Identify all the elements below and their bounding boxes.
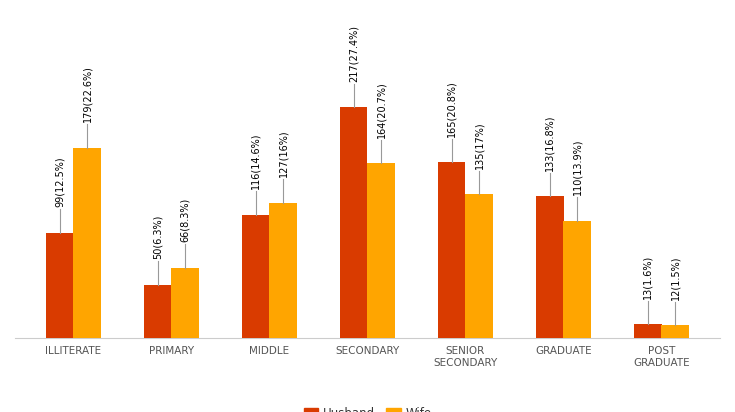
Bar — [634, 324, 662, 338]
Text: 135(17%): 135(17%) — [474, 121, 484, 169]
Text: 66(8.3%): 66(8.3%) — [180, 198, 190, 242]
Bar — [74, 147, 101, 338]
Bar — [340, 107, 368, 338]
Text: 217(27.4%): 217(27.4%) — [349, 25, 359, 82]
Text: 116(14.6%): 116(14.6%) — [251, 133, 261, 189]
Text: 50(6.3%): 50(6.3%) — [153, 215, 162, 259]
Bar — [438, 162, 465, 338]
Text: 133(16.8%): 133(16.8%) — [545, 115, 555, 171]
Bar — [465, 194, 493, 338]
Bar — [564, 221, 591, 338]
Text: 99(12.5%): 99(12.5%) — [55, 157, 65, 207]
Bar — [242, 215, 270, 338]
Text: 12(1.5%): 12(1.5%) — [670, 255, 680, 300]
Text: 127(16%): 127(16%) — [279, 130, 288, 177]
Text: 165(20.8%): 165(20.8%) — [447, 80, 456, 137]
Text: 164(20.7%): 164(20.7%) — [376, 81, 386, 138]
Bar — [368, 164, 395, 338]
Bar — [536, 197, 564, 338]
Bar — [662, 325, 689, 338]
Text: 110(13.9%): 110(13.9%) — [573, 139, 582, 195]
Bar — [171, 268, 199, 338]
Bar — [270, 203, 297, 338]
Bar — [144, 285, 171, 338]
Bar — [46, 233, 74, 338]
Legend: Husband, Wife: Husband, Wife — [299, 402, 436, 412]
Text: 179(22.6%): 179(22.6%) — [82, 65, 92, 122]
Text: 13(1.6%): 13(1.6%) — [643, 254, 653, 299]
